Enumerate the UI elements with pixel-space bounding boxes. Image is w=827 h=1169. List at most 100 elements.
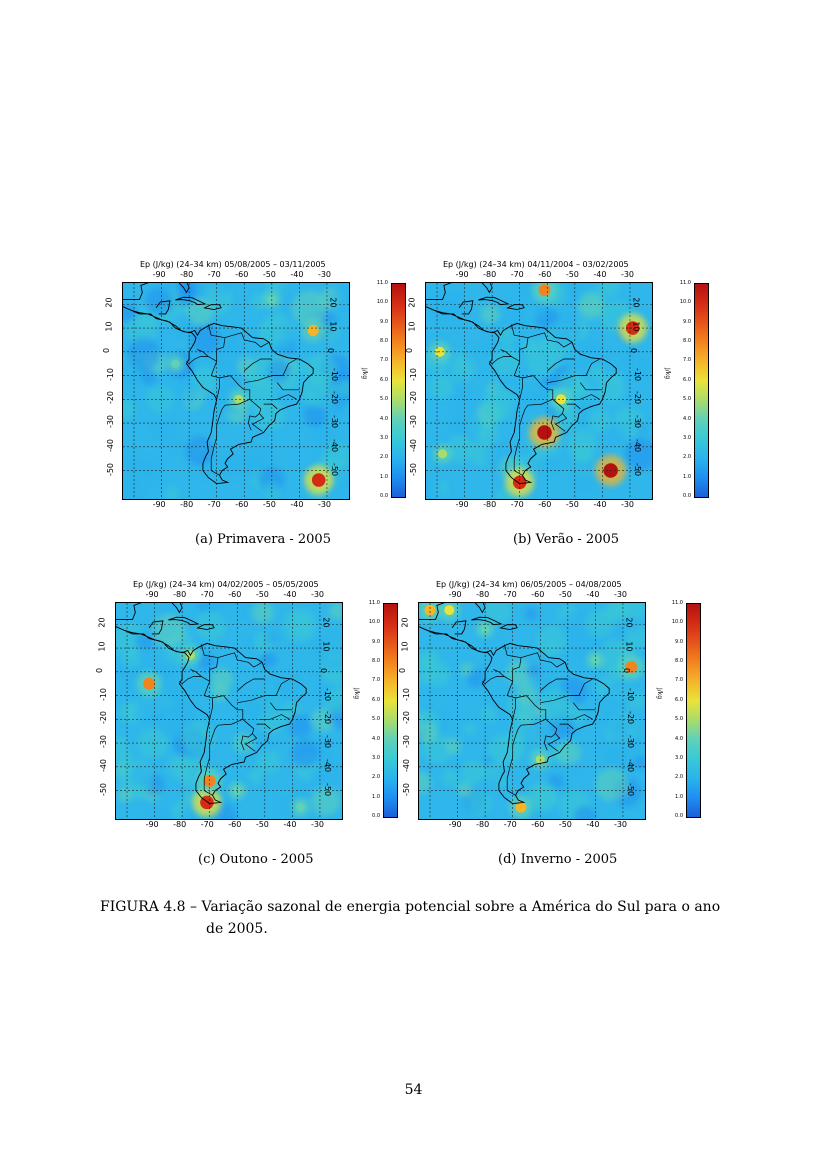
country-border (259, 714, 290, 720)
field-blob (260, 651, 277, 668)
y-tick-label: -30 (409, 414, 419, 429)
field-blob (515, 684, 538, 707)
y-tick-label-right: 0 (629, 347, 639, 353)
y-tick-label-right: 20 (321, 617, 331, 628)
country-border (573, 702, 596, 711)
field-blob (320, 322, 340, 342)
x-tick-label: -30 (613, 590, 628, 599)
y-tick-label: -30 (402, 734, 412, 749)
y-tick-label-right: -20 (626, 711, 636, 725)
colorbar-tick: 1.0 (675, 793, 683, 800)
field-blob (325, 686, 342, 715)
field-blob (525, 455, 539, 469)
field-blob (604, 679, 634, 709)
colorbar-tick: 3.0 (683, 434, 691, 441)
x-tick-label: -80 (483, 500, 497, 509)
hotspot (203, 775, 216, 787)
colorbar (383, 603, 398, 818)
field-blob (157, 283, 177, 293)
field-blob (574, 805, 596, 819)
field-blob (606, 423, 626, 443)
y-tick-label: -40 (106, 438, 116, 452)
field-blob (311, 786, 341, 816)
field-blob (186, 678, 200, 692)
colorbar-tick: 9.0 (372, 638, 380, 645)
country-border (241, 719, 255, 751)
field-blob (480, 775, 499, 795)
subcaption-a: (a) Primavera - 2005 (195, 532, 331, 547)
colorbar-tick: 9.0 (380, 318, 388, 325)
field-blob (466, 669, 485, 688)
coastline (123, 283, 190, 301)
field-blob (611, 720, 644, 752)
colorbar-tick: 8.0 (675, 658, 683, 665)
field-blob (134, 458, 161, 484)
coastline (175, 296, 207, 306)
field-blob (480, 304, 500, 324)
colorbar-tick: 9.0 (675, 638, 683, 645)
y-tick-label: -20 (99, 711, 109, 725)
field-blob (147, 385, 174, 413)
subcaption-c: (c) Outono - 2005 (198, 852, 314, 867)
y-tick-label-right: -30 (330, 414, 340, 429)
x-tick-label: -50 (255, 820, 269, 829)
country-border (513, 361, 523, 400)
panel-title: Ep (J/kg) (24–34 km) 04/02/2005 – 05/05/… (133, 580, 319, 589)
hotspot (307, 324, 319, 336)
y-tick-label-right: -30 (633, 414, 643, 429)
energy-map (116, 603, 342, 819)
map-frame (418, 602, 646, 820)
field-blob (467, 790, 492, 815)
field-blob (258, 710, 283, 734)
field-blob (426, 479, 443, 499)
y-tick-label: 10 (400, 641, 410, 652)
colorbar-tick: 7.0 (380, 357, 388, 364)
field-blob (624, 438, 652, 471)
y-tick-label: -10 (99, 687, 109, 701)
colorbar-tick: 2.0 (372, 774, 380, 781)
x-tick-label: -90 (152, 500, 166, 509)
country-border (197, 324, 226, 362)
field-blob (573, 474, 593, 494)
x-tick-label: -50 (262, 500, 276, 509)
colorbar-tick: 11.0 (368, 600, 380, 606)
colorbar-unit: J/kg (656, 687, 664, 699)
country-border (224, 332, 270, 348)
y-tick-label: -40 (99, 758, 109, 772)
y-tick-label: -50 (402, 782, 412, 796)
field-blob (496, 325, 517, 346)
country-border (203, 681, 213, 720)
x-tick-label: -80 (180, 270, 194, 279)
x-tick-label: -30 (620, 270, 635, 279)
country-border (237, 678, 265, 692)
coastline (203, 304, 222, 311)
field-blob (283, 608, 317, 642)
field-blob (605, 603, 627, 621)
country-border (244, 358, 272, 372)
y-tick-label: -10 (402, 687, 412, 701)
country-border (580, 382, 603, 391)
x-tick-label: -70 (503, 590, 517, 599)
y-tick-label-right: 0 (326, 347, 336, 353)
field-blob (595, 768, 629, 802)
x-tick-label: -30 (317, 500, 332, 509)
x-tick-label: -40 (593, 500, 607, 509)
x-tick-label: -30 (317, 270, 332, 279)
y-tick-label-right: -50 (330, 462, 340, 476)
field-blob (572, 338, 607, 373)
country-border (547, 733, 561, 752)
x-tick-label: -60 (235, 500, 249, 509)
field-blob (491, 346, 522, 376)
country-border (251, 413, 265, 432)
country-border (210, 375, 251, 476)
field-blob (145, 287, 174, 316)
field-blob (304, 353, 337, 386)
country-border (569, 394, 600, 400)
field-blob (577, 293, 604, 319)
y-tick-label-right: -50 (633, 462, 643, 476)
field-blob (140, 368, 157, 386)
colorbar-tick: 0.0 (675, 813, 683, 819)
field-blob (585, 609, 614, 638)
y-tick-label-right: -40 (330, 438, 340, 452)
y-tick-label-right: -20 (323, 711, 333, 725)
